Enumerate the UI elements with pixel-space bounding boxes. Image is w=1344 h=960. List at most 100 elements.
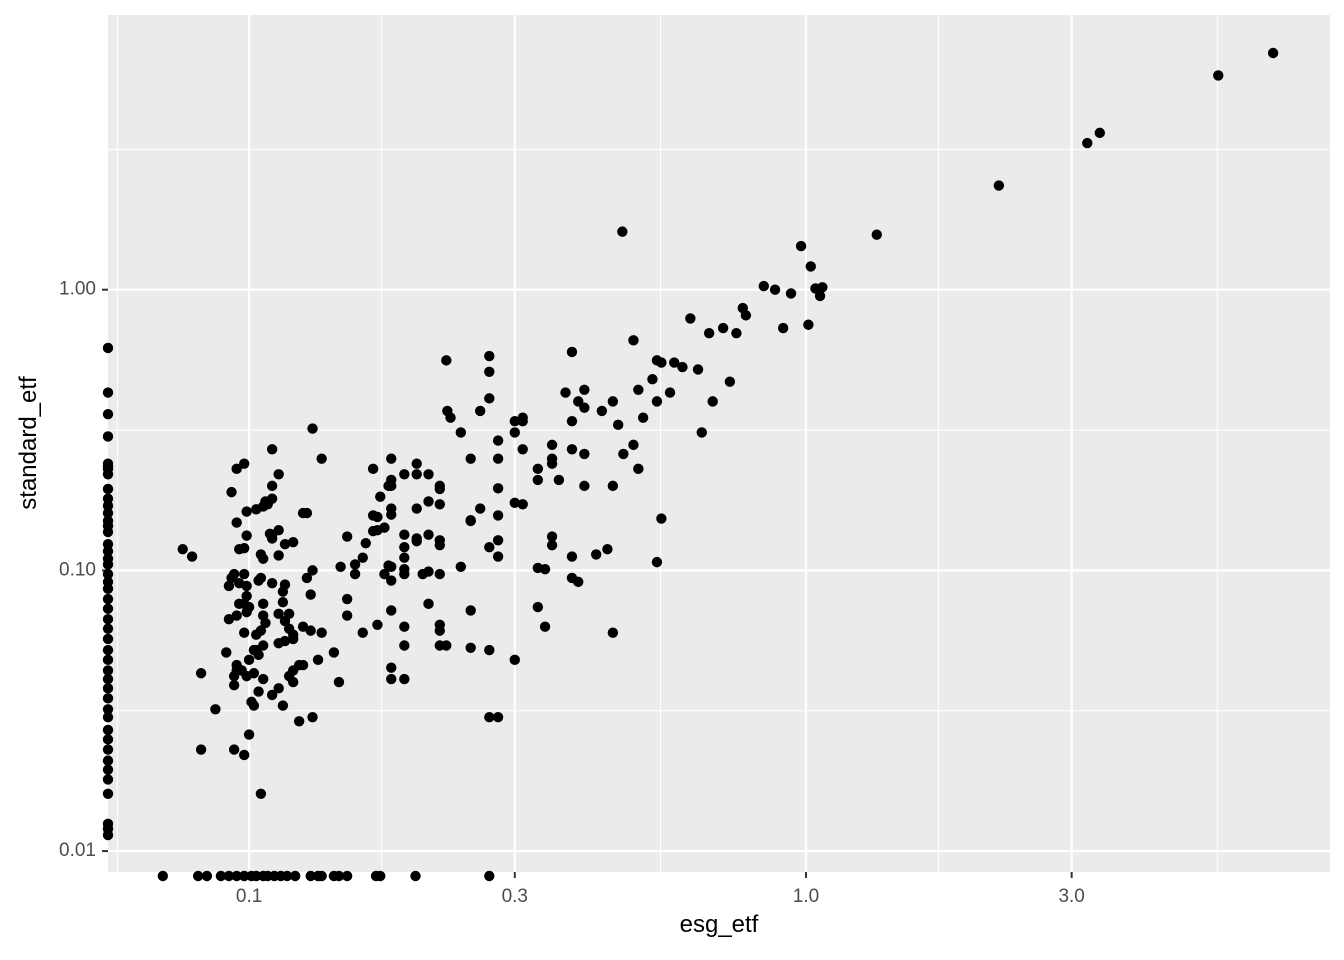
point <box>375 491 386 502</box>
point <box>386 605 397 616</box>
point <box>248 644 260 656</box>
point <box>195 668 207 679</box>
point <box>375 870 386 882</box>
point <box>221 647 232 658</box>
point <box>399 529 410 540</box>
point <box>707 396 718 407</box>
point <box>248 700 260 711</box>
point <box>677 361 688 373</box>
point <box>399 552 410 563</box>
point <box>386 575 397 586</box>
point <box>102 613 114 625</box>
point <box>239 749 250 761</box>
point <box>628 335 639 346</box>
point <box>281 870 293 882</box>
y-tick-label: 1.00 <box>59 279 96 300</box>
point <box>305 589 316 600</box>
point <box>596 405 608 417</box>
point <box>618 448 629 460</box>
point <box>441 355 452 366</box>
point <box>386 662 397 673</box>
point <box>411 503 422 514</box>
point <box>399 541 410 553</box>
point <box>367 463 379 475</box>
point <box>372 619 383 630</box>
point <box>492 510 504 521</box>
point <box>293 716 305 727</box>
point <box>758 280 770 292</box>
point <box>228 679 240 691</box>
point <box>465 514 476 526</box>
point <box>277 597 289 608</box>
y-axis-title: standard_etf <box>15 376 42 510</box>
point <box>289 870 301 882</box>
point <box>399 568 410 580</box>
point <box>399 673 410 685</box>
y-tick-label: 0.01 <box>59 840 96 861</box>
point <box>231 610 242 621</box>
point <box>333 676 345 688</box>
point <box>239 542 250 554</box>
point <box>241 530 252 541</box>
point <box>102 774 114 785</box>
point <box>737 302 748 314</box>
point <box>560 387 571 398</box>
point <box>243 654 255 666</box>
point <box>386 673 397 685</box>
point <box>287 633 299 645</box>
point <box>717 322 729 334</box>
point <box>777 322 789 334</box>
point <box>239 568 250 580</box>
point <box>341 593 353 605</box>
point <box>102 387 114 398</box>
point <box>102 788 114 799</box>
point <box>441 640 452 651</box>
point <box>492 711 504 723</box>
point <box>102 507 114 519</box>
point <box>102 583 114 594</box>
point <box>241 506 252 517</box>
point <box>279 538 291 550</box>
point <box>664 387 676 398</box>
point <box>612 419 624 431</box>
point <box>102 724 114 736</box>
point <box>517 499 528 510</box>
point <box>102 623 114 634</box>
point <box>223 580 235 592</box>
point <box>287 537 299 548</box>
point <box>231 517 242 528</box>
point <box>243 729 255 740</box>
point <box>357 552 368 563</box>
point <box>102 644 114 656</box>
point <box>685 313 696 324</box>
point <box>316 627 327 638</box>
point <box>434 499 445 510</box>
point <box>492 535 504 546</box>
point <box>579 480 590 492</box>
point <box>509 497 520 509</box>
point <box>241 580 252 592</box>
point <box>1082 137 1093 149</box>
point <box>410 870 421 882</box>
point <box>349 559 361 570</box>
point <box>223 870 235 882</box>
point <box>367 525 379 537</box>
point <box>399 621 410 632</box>
point <box>102 469 114 480</box>
y-tick-label: 0.10 <box>59 559 96 580</box>
point <box>445 412 456 423</box>
point <box>647 373 658 385</box>
point <box>253 575 264 586</box>
point <box>546 539 558 551</box>
point <box>277 586 289 597</box>
point <box>102 654 114 666</box>
point <box>102 603 114 614</box>
point <box>546 458 558 469</box>
point <box>455 427 467 438</box>
point <box>239 870 250 882</box>
x-tick-label: 1.0 <box>793 886 819 907</box>
point <box>367 510 379 521</box>
point <box>335 561 346 572</box>
point <box>785 288 797 299</box>
